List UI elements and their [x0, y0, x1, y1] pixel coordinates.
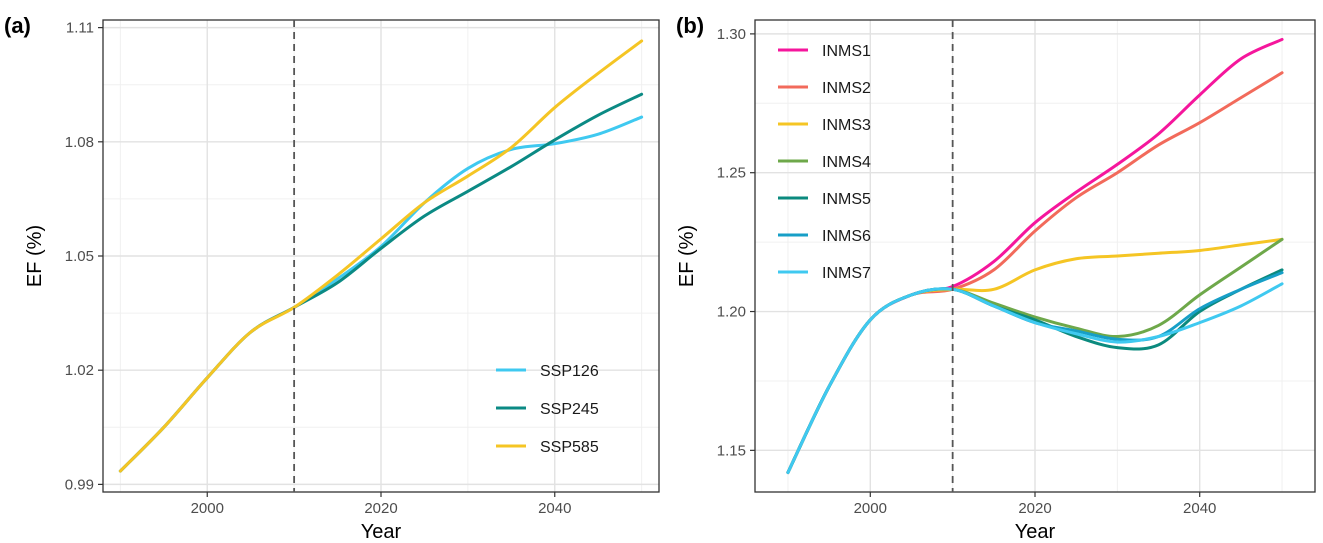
panel-a: (a) 2000 2020 2040 0.99 1.02 1.05 1.08 1.11 Year E…	[4, 13, 660, 543]
legend-label: INMS2	[822, 80, 871, 97]
legend-label: INMS3	[822, 117, 871, 134]
legend-label: INMS5	[822, 191, 871, 208]
legend-label: SSP126	[540, 363, 599, 380]
y-axis-title: EF (%)	[24, 225, 46, 287]
legend-label: SSP585	[540, 439, 599, 456]
x-tick-label: 2040	[538, 500, 571, 517]
series-line-ssp585	[118, 39, 644, 473]
y-tick-label: 1.30	[717, 26, 746, 43]
panel-letter: (a)	[4, 13, 31, 38]
x-tick-label: 2040	[1183, 500, 1216, 517]
legend-label: INMS4	[822, 154, 871, 171]
x-tick-label: 2020	[364, 500, 397, 517]
y-tick-label: 1.11	[66, 20, 94, 37]
x-tick-label: 2000	[191, 500, 224, 517]
legend: INMS1 INMS2 INMS3 INMS4 INMS5 INMS6 INMS7	[778, 43, 871, 282]
x-tick-label: 2000	[854, 500, 887, 517]
legend-label: INMS6	[822, 228, 871, 245]
series-line-inms7	[786, 282, 1284, 475]
y-axis-title: EF (%)	[676, 225, 698, 287]
y-tick-label: 1.02	[65, 362, 94, 379]
legend-label: INMS7	[822, 265, 871, 282]
panel-letter: (b)	[676, 13, 704, 38]
y-tick-label: 1.05	[65, 248, 94, 265]
y-tick-label: 0.99	[65, 476, 94, 493]
y-tick-label: 1.15	[717, 442, 746, 459]
legend-label: INMS1	[822, 43, 871, 60]
legend: SSP126 SSP245 SSP585	[496, 363, 599, 456]
x-axis-title: Year	[1015, 521, 1056, 543]
x-tick-label: 2020	[1018, 500, 1051, 517]
x-axis-title: Year	[361, 521, 402, 543]
legend-label: SSP245	[540, 401, 599, 418]
panel-b: (b) 2000 2020 2040 1.15 1.20 1.25 1.30 Year EF (%…	[676, 13, 1316, 543]
y-tick-label: 1.20	[717, 304, 746, 321]
y-tick-label: 1.25	[717, 165, 746, 182]
y-tick-label: 1.08	[65, 134, 94, 151]
